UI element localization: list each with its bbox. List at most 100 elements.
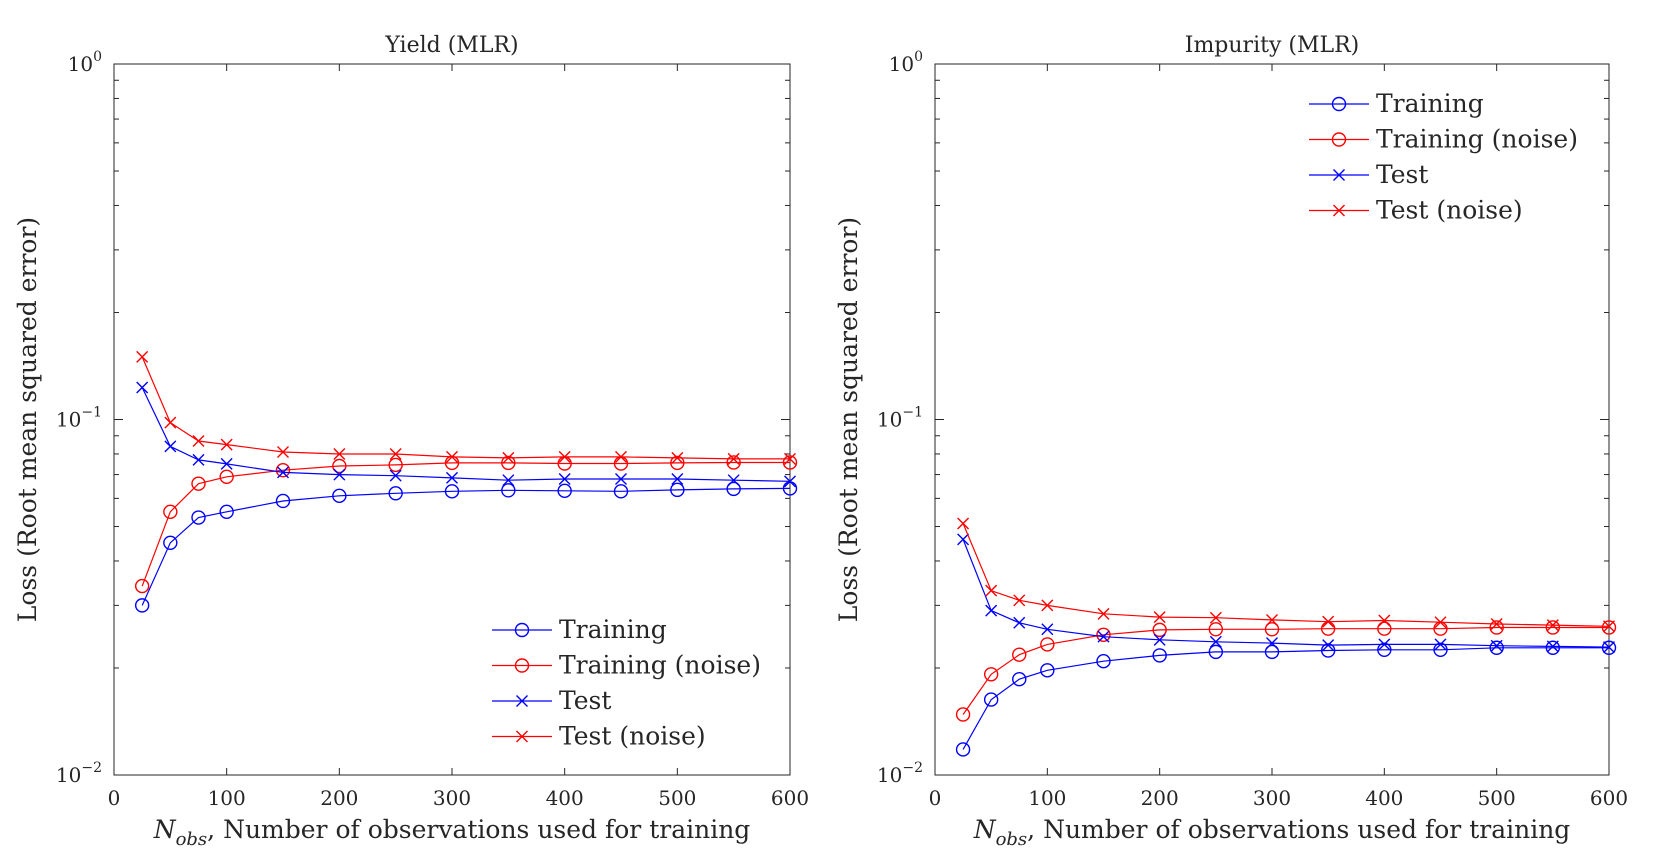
data-point (671, 451, 684, 464)
x-tick-label: 400 (1365, 786, 1403, 810)
data-point (1152, 648, 1167, 663)
legend-label: Training (noise) (1376, 125, 1578, 154)
data-point (1377, 642, 1392, 657)
data-point (332, 488, 347, 504)
data-point (163, 504, 178, 520)
data-point (191, 476, 206, 491)
x-tick-label: 500 (658, 786, 696, 810)
chart-panel-2: 0 100 200 300 400 500 600 100 10−1 10−2 Impurity (… (834, 33, 1628, 850)
data-point (1209, 635, 1222, 648)
data-point (1040, 663, 1055, 678)
data-point (220, 457, 233, 470)
data-point (1546, 619, 1559, 632)
x-tick-label: 500 (1478, 786, 1516, 810)
x-tick-label: 0 (108, 786, 121, 810)
legend: Training Training (noise) Test Test (noise) (486, 607, 785, 764)
data-point (1377, 621, 1392, 636)
data-point (333, 447, 346, 460)
series-line (962, 647, 1609, 750)
series-line (141, 487, 791, 606)
data-point (332, 458, 347, 474)
legend-item: Training (492, 615, 667, 644)
chart-title: Impurity (MLR) (1185, 33, 1360, 58)
data-point (1012, 647, 1027, 662)
data-point (164, 416, 177, 429)
data-point (558, 450, 571, 463)
series-2 (955, 620, 1617, 722)
legend-label: Training (1376, 89, 1484, 118)
data-point (1378, 638, 1391, 651)
data-point (446, 471, 458, 484)
data-point (1208, 644, 1224, 660)
data-point (1434, 616, 1447, 629)
data-point (136, 350, 149, 363)
data-point (1097, 630, 1110, 643)
x-tick-label: 600 (771, 786, 809, 810)
legend-box (1303, 81, 1602, 238)
data-point (219, 504, 234, 520)
data-point (1013, 616, 1026, 629)
data-point (1490, 617, 1503, 630)
data-point (277, 466, 289, 479)
data-point (1041, 623, 1054, 636)
legend-marker (514, 658, 530, 673)
series-line (962, 539, 1610, 648)
data-point (389, 469, 402, 482)
data-point (955, 742, 971, 757)
data-point (501, 455, 516, 471)
data-point (615, 450, 627, 463)
data-point (1096, 653, 1111, 669)
data-point (557, 483, 572, 499)
y-tick-label: 10−1 (56, 405, 102, 432)
data-point (985, 604, 998, 617)
data-point (134, 578, 150, 594)
data-point (1264, 644, 1280, 660)
legend-marker (1331, 132, 1347, 147)
data-point (1322, 639, 1335, 652)
data-point (1153, 611, 1166, 624)
data-point (1603, 641, 1615, 654)
data-point (502, 451, 515, 464)
data-point (136, 381, 149, 394)
data-point (670, 482, 685, 498)
y-tick-label: 10−1 (877, 405, 923, 432)
legend-label: Test (559, 686, 611, 715)
x-tick-label: 100 (1028, 786, 1066, 810)
data-point (502, 474, 515, 487)
data-point (1378, 614, 1391, 627)
data-point (1546, 640, 1559, 653)
data-point (1153, 633, 1166, 646)
series-line (141, 461, 790, 587)
data-point (1433, 642, 1448, 657)
y-axis-label: Loss (Root mean squared error) (834, 217, 863, 622)
legend-label: Test (1376, 160, 1428, 189)
x-axis-label: Nobs, Number of observations used for tr… (153, 815, 751, 850)
data-point (1320, 643, 1336, 658)
data-point (191, 510, 206, 525)
data-point (1208, 622, 1224, 637)
legend-label: Test (noise) (559, 722, 706, 751)
legend-marker (514, 622, 530, 638)
legend-box (486, 607, 785, 764)
data-point (1041, 599, 1054, 612)
legend-label: Test (noise) (1376, 196, 1523, 225)
y-tick-label: 10−2 (56, 760, 102, 787)
data-point (1545, 620, 1561, 635)
x-tick-label: 400 (546, 786, 584, 810)
legend-item: Training (1309, 89, 1484, 118)
data-point (784, 475, 796, 488)
data-point (192, 435, 205, 447)
legend-item: Test (492, 686, 611, 715)
data-point (727, 452, 740, 465)
data-point (134, 598, 150, 613)
legend-item: Test (1309, 160, 1428, 189)
data-point (192, 453, 205, 466)
data-point (1209, 611, 1222, 624)
data-point (726, 481, 741, 497)
y-tick-label: 100 (889, 49, 923, 76)
x-tick-label: 200 (1141, 786, 1179, 810)
legend: Training Training (noise) Test Test (noise) (1303, 81, 1602, 238)
data-point (1490, 639, 1503, 652)
data-point (615, 473, 627, 486)
